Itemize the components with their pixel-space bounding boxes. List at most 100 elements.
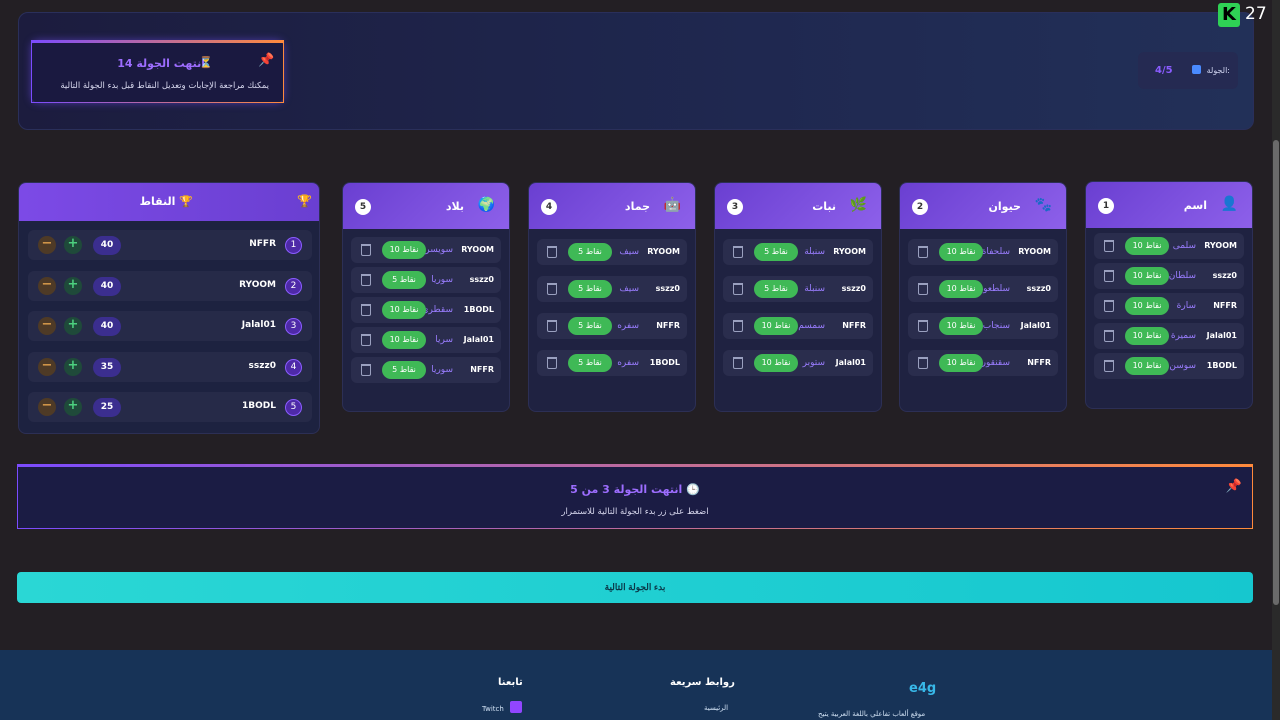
footer-link-twitch[interactable]: Twitch	[482, 705, 504, 713]
trash-icon[interactable]	[547, 283, 557, 295]
player-name: RYOOM	[647, 247, 680, 256]
category-name: اسم	[1183, 199, 1207, 212]
points-toggle[interactable]: 10 نقاط	[382, 241, 426, 259]
clock-icon: 🕒	[686, 483, 700, 496]
answer-text: سنجاب	[982, 321, 1010, 331]
points-toggle[interactable]: 10 نقاط	[1125, 237, 1169, 255]
answer-text: سيف	[619, 284, 639, 294]
trash-icon[interactable]	[547, 320, 557, 332]
trash-icon[interactable]	[918, 320, 928, 332]
rank-badge: 2	[285, 277, 302, 295]
increase-score-button[interactable]: +	[64, 357, 82, 376]
trash-icon[interactable]	[733, 320, 743, 332]
points-toggle[interactable]: 5 نقاط	[568, 280, 612, 298]
points-toggle[interactable]: 5 نقاط	[382, 271, 426, 289]
footer-brand[interactable]: e4g	[909, 681, 937, 696]
points-toggle[interactable]: 10 نقاط	[382, 331, 426, 349]
trash-icon[interactable]	[361, 364, 371, 376]
follow-us-title: تابعنا	[498, 677, 523, 688]
trash-icon[interactable]	[1104, 360, 1114, 372]
scores-header: النقاط 🏆 🏆	[19, 183, 319, 221]
trash-icon[interactable]	[918, 357, 928, 369]
score-row: 2 RYOOM 40 − +	[28, 270, 312, 301]
trash-icon[interactable]	[547, 246, 557, 258]
category-card-3: نبات 🌿 3 RYOOM سنبلة 5 نقاط sszz0 سنبلة 5 نقاط NF…	[714, 182, 882, 412]
answer-row: 1BODL سفره 5 نقاط	[537, 350, 687, 376]
trash-icon[interactable]	[1104, 240, 1114, 252]
decrease-score-button[interactable]: −	[38, 276, 56, 295]
player-name: NFFR	[1213, 301, 1237, 310]
round-ended-notice: 📌 انتهت الجولة 14 ⏳ يمكنك مراجعة الإجابا…	[31, 40, 284, 103]
answer-row: Jalal01 ستوبر 10 نقاط	[723, 350, 873, 376]
player-name: RYOOM	[833, 247, 866, 256]
points-toggle[interactable]: 10 نقاط	[1125, 327, 1169, 345]
answer-row: RYOOM سيف 5 نقاط	[537, 239, 687, 265]
points-toggle[interactable]: 5 نقاط	[754, 243, 798, 261]
answer-row: sszz0 سلطان 10 نقاط	[1094, 263, 1244, 289]
trash-icon[interactable]	[361, 334, 371, 346]
increase-score-button[interactable]: +	[64, 398, 82, 416]
category-icon: 🐾	[1034, 197, 1052, 213]
trash-icon[interactable]	[918, 246, 928, 258]
answer-row: Jalal01 سريا 10 نقاط	[351, 327, 501, 353]
footer-link-home[interactable]: الرئيسية	[704, 704, 729, 712]
twitch-icon[interactable]	[510, 701, 522, 713]
category-name: نبات	[812, 200, 836, 213]
trash-icon[interactable]	[733, 246, 743, 258]
answer-row: RYOOM سويسرا 10 نقاط	[351, 237, 501, 263]
points-toggle[interactable]: 5 نقاط	[754, 280, 798, 298]
points-toggle[interactable]: 5 نقاط	[382, 361, 426, 379]
points-toggle[interactable]: 10 نقاط	[754, 354, 798, 372]
points-toggle[interactable]: 10 نقاط	[939, 280, 983, 298]
answer-row: sszz0 سنبلة 5 نقاط	[723, 276, 873, 302]
quick-links-title: روابط سريعة	[670, 677, 735, 688]
points-toggle[interactable]: 5 نقاط	[568, 243, 612, 261]
trash-icon[interactable]	[1104, 300, 1114, 312]
points-toggle[interactable]: 10 نقاط	[382, 301, 426, 319]
decrease-score-button[interactable]: −	[38, 236, 56, 254]
answer-text: ستوبر	[802, 358, 825, 368]
player-name: RYOOM	[461, 245, 494, 254]
round-value: 4/5	[1155, 65, 1173, 76]
points-toggle[interactable]: 5 نقاط	[568, 317, 612, 335]
increase-score-button[interactable]: +	[64, 236, 82, 254]
category-icon: 🌿	[849, 197, 867, 213]
trash-icon[interactable]	[1104, 330, 1114, 342]
category-number: 2	[912, 199, 928, 215]
points-toggle[interactable]: 10 نقاط	[1125, 267, 1169, 285]
answer-row: sszz0 سلطعون 10 نقاط	[908, 276, 1058, 302]
category-name: جماد	[624, 200, 650, 213]
start-next-round-button[interactable]: بدء الجولة التالية	[17, 572, 1253, 603]
answer-row: RYOOM سلمى 10 نقاط	[1094, 233, 1244, 259]
points-toggle[interactable]: 10 نقاط	[939, 317, 983, 335]
answer-row: Jalal01 سميرة 10 نقاط	[1094, 323, 1244, 349]
decrease-score-button[interactable]: −	[38, 357, 56, 376]
decrease-score-button[interactable]: −	[38, 398, 56, 416]
trash-icon[interactable]	[733, 283, 743, 295]
trash-icon[interactable]	[547, 357, 557, 369]
player-name: sszz0	[1212, 271, 1237, 280]
trash-icon[interactable]	[361, 244, 371, 256]
trash-icon[interactable]	[1104, 270, 1114, 282]
round-label: الجولة:	[1206, 66, 1230, 75]
answer-row: NFFR سوريا 5 نقاط	[351, 357, 501, 383]
increase-score-button[interactable]: +	[64, 317, 82, 335]
points-toggle[interactable]: 10 نقاط	[754, 317, 798, 335]
trash-icon[interactable]	[361, 304, 371, 316]
decrease-score-button[interactable]: −	[38, 317, 56, 335]
trash-icon[interactable]	[918, 283, 928, 295]
points-toggle[interactable]: 5 نقاط	[568, 354, 612, 372]
category-card-1: اسم 👤 1 RYOOM سلمى 10 نقاط sszz0 سلطان 10 نقاط NF…	[1085, 181, 1253, 409]
score-value: 40	[93, 317, 121, 336]
points-toggle[interactable]: 10 نقاط	[1125, 297, 1169, 315]
answer-row: Jalal01 سنجاب 10 نقاط	[908, 313, 1058, 339]
points-toggle[interactable]: 10 نقاط	[1125, 357, 1169, 375]
points-toggle[interactable]: 10 نقاط	[939, 354, 983, 372]
score-row: 4 sszz0 35 − +	[28, 351, 312, 382]
scrollbar-thumb[interactable]	[1273, 140, 1279, 605]
trash-icon[interactable]	[733, 357, 743, 369]
answer-text: سارة	[1176, 301, 1196, 311]
points-toggle[interactable]: 10 نقاط	[939, 243, 983, 261]
trash-icon[interactable]	[361, 274, 371, 286]
increase-score-button[interactable]: +	[64, 276, 82, 295]
